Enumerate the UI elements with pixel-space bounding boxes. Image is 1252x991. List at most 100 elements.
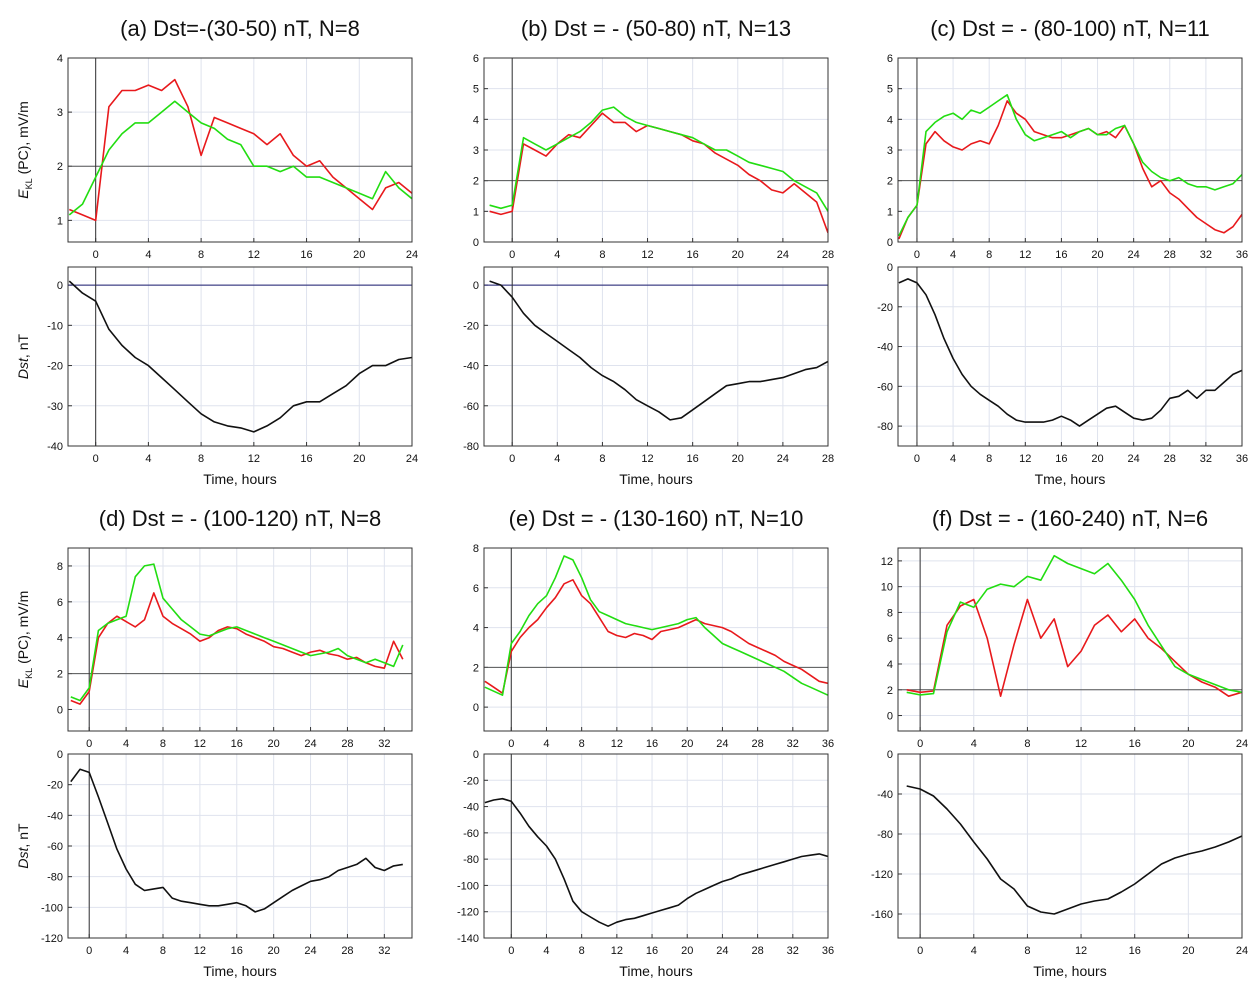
x-tick-label: 0	[508, 945, 514, 957]
x-tick-label: 8	[198, 249, 204, 261]
y-tick-label: 8	[57, 561, 63, 573]
y-axis-label: EKL (PC), mV/m	[15, 101, 34, 198]
series-line	[489, 280, 828, 421]
x-tick-label: 24	[406, 249, 418, 261]
y-label-text: , nT	[15, 333, 31, 358]
x-tick-label: 8	[599, 249, 605, 261]
subplot: 0 -20 -40 -60 -80 -100 -120 0 4 8 12 16 20 24 28 32 Time…	[15, 749, 413, 979]
x-tick-label: 20	[681, 945, 693, 957]
plot-frame	[67, 266, 413, 447]
y-label-subscript: KL	[24, 178, 34, 189]
x-tick-label: 0	[508, 738, 514, 750]
y-tick-label: -60	[47, 841, 63, 853]
x-tick-label: 24	[777, 453, 789, 465]
y-axis-label: EKL (PC), mV/m	[15, 591, 34, 688]
x-tick-label: 4	[971, 738, 977, 750]
x-tick-label: 16	[231, 738, 243, 750]
y-tick-label: 0	[887, 237, 893, 249]
x-tick-label: 4	[145, 453, 151, 465]
y-label-symbol: Dst	[15, 357, 31, 379]
series-line	[489, 106, 828, 212]
y-tick-label: 2	[473, 176, 479, 188]
y-tick-label: 0	[473, 280, 479, 292]
x-tick-label: 16	[687, 453, 699, 465]
x-tick-label: 8	[1024, 738, 1030, 750]
x-tick-label: 16	[1129, 738, 1141, 750]
y-label-text: (PC), mV/m	[15, 591, 31, 664]
plot-area	[898, 267, 1242, 446]
y-tick-label: 2	[473, 662, 479, 674]
x-tick-label: 24	[304, 945, 316, 957]
y-tick-label: 0	[57, 280, 63, 292]
x-tick-label: 36	[822, 738, 834, 750]
y-tick-label: -80	[47, 872, 63, 884]
panel-title: (d) Dst = - (100-120) nT, N=8	[99, 506, 381, 531]
x-tick-label: 20	[268, 945, 280, 957]
y-tick-label: -100	[41, 902, 63, 914]
x-tick-label: 16	[687, 249, 699, 261]
y-tick-label: -60	[877, 381, 893, 393]
panel-title: (b) Dst = - (50-80) nT, N=13	[521, 16, 791, 41]
y-tick-label: 5	[887, 84, 893, 96]
plot-frame	[67, 547, 413, 732]
y-tick-label: 6	[473, 583, 479, 595]
x-tick-label: 12	[1075, 945, 1087, 957]
plot-frame	[897, 266, 1243, 447]
x-tick-label: 4	[950, 453, 956, 465]
y-tick-label: -40	[47, 441, 63, 453]
x-tick-label: 0	[86, 738, 92, 750]
x-tick-label: 16	[231, 945, 243, 957]
x-tick-label: 32	[378, 945, 390, 957]
y-tick-label: -40	[47, 810, 63, 822]
x-tick-label: 12	[611, 945, 623, 957]
panel-title: (e) Dst = - (130-160) nT, N=10	[509, 506, 804, 531]
x-tick-label: 20	[732, 249, 744, 261]
x-tick-label: 4	[123, 738, 129, 750]
x-tick-label: 24	[716, 738, 728, 750]
plot-area	[898, 754, 1242, 938]
x-tick-label: 0	[509, 249, 515, 261]
x-tick-label: 12	[248, 249, 260, 261]
x-tick-label: 16	[1055, 453, 1067, 465]
y-tick-label: -120	[871, 869, 893, 881]
x-tick-label: 4	[971, 945, 977, 957]
x-tick-label: 12	[194, 738, 206, 750]
panel-title: (c) Dst = - (80-100) nT, N=11	[930, 16, 1210, 41]
plot-frame	[67, 753, 413, 939]
x-tick-label: 28	[341, 945, 353, 957]
x-tick-label: 12	[1019, 453, 1031, 465]
y-tick-label: 3	[473, 145, 479, 157]
y-tick-label: 3	[887, 145, 893, 157]
y-tick-label: 8	[887, 607, 893, 619]
y-tick-label: 6	[57, 597, 63, 609]
x-tick-label: 8	[579, 945, 585, 957]
y-tick-label: 5	[473, 84, 479, 96]
x-tick-label: 20	[268, 738, 280, 750]
y-tick-label: 4	[57, 633, 63, 645]
x-tick-label: 0	[509, 453, 515, 465]
y-tick-label: 10	[881, 582, 893, 594]
x-tick-label: 20	[1182, 945, 1194, 957]
plot-frame	[483, 57, 829, 243]
series-line	[906, 554, 1242, 696]
y-tick-label: -40	[463, 361, 479, 373]
x-axis-label: Time, hours	[203, 471, 276, 487]
plot-frame	[483, 753, 829, 939]
y-tick-label: 6	[887, 53, 893, 65]
x-tick-label: 0	[917, 738, 923, 750]
x-tick-label: 8	[198, 453, 204, 465]
x-tick-label: 20	[681, 738, 693, 750]
x-tick-label: 20	[353, 453, 365, 465]
x-tick-label: 28	[1164, 249, 1176, 261]
y-tick-label: -20	[47, 780, 63, 792]
y-tick-label: -80	[463, 854, 479, 866]
y-tick-label: 0	[473, 702, 479, 714]
x-tick-label: 12	[611, 738, 623, 750]
plot-frame	[483, 547, 829, 732]
panel-title: (a) Dst=-(30-50) nT, N=8	[120, 16, 360, 41]
y-tick-label: -10	[47, 320, 63, 332]
